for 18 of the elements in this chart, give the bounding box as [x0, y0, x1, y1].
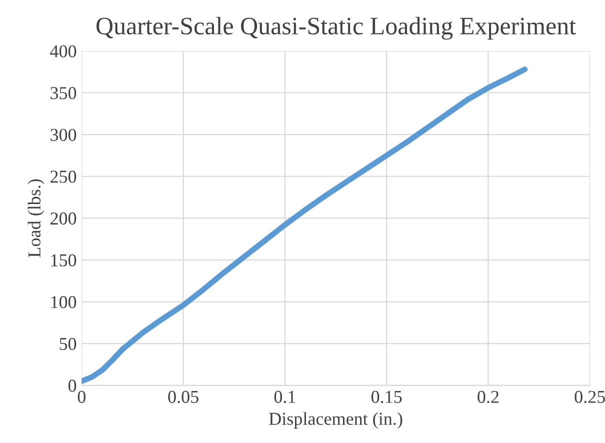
- x-tick-label: 0.2: [478, 390, 499, 404]
- y-tick-label: 50: [60, 338, 76, 350]
- x-tick-label: 0.05: [168, 390, 198, 404]
- y-tick-label: 350: [50, 87, 76, 100]
- y-tick-label: 100: [51, 296, 76, 308]
- y-tick-label: 0: [68, 380, 76, 392]
- x-tick-label: 0.25: [574, 390, 605, 404]
- y-tick-label: 250: [50, 170, 76, 183]
- y-tick-label: 150: [51, 254, 76, 266]
- x-tick-label: 0.1: [274, 390, 296, 404]
- chart-title: Quarter-Scale Quasi-Static Loading Experiment: [96, 16, 576, 40]
- y-tick-label: 400: [50, 45, 76, 58]
- x-tick-label: 0.15: [371, 390, 402, 404]
- y-axis-title: Load (lbs.): [28, 179, 44, 258]
- y-tick-label: 200: [50, 212, 76, 225]
- x-tick-label: 0: [78, 390, 86, 403]
- x-axis-title: Displacement (in.): [269, 412, 402, 429]
- y-tick-label: 300: [50, 128, 76, 142]
